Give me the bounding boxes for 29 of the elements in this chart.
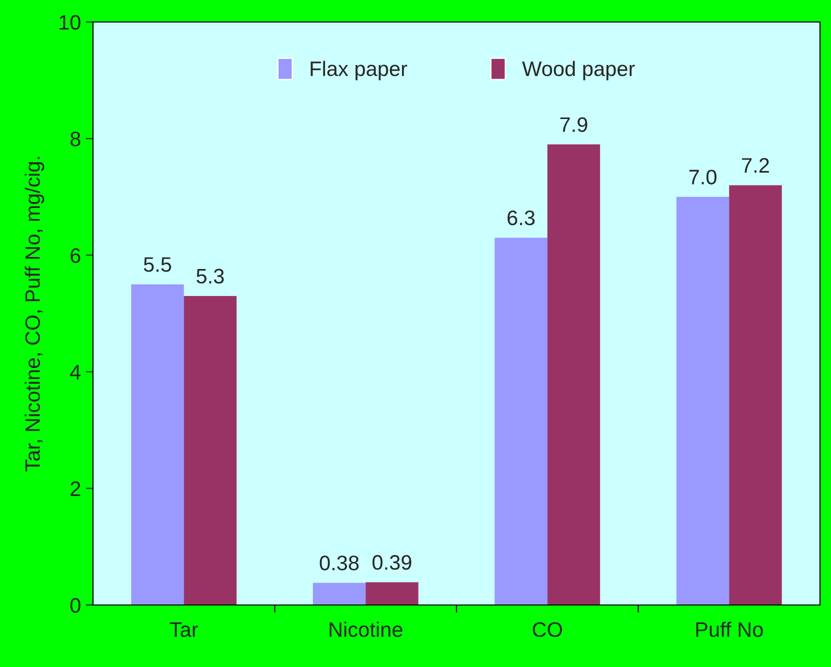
bar bbox=[366, 582, 418, 605]
y-tick-label: 4 bbox=[70, 365, 81, 380]
bar bbox=[494, 238, 548, 605]
data-label: 5.5 bbox=[144, 257, 172, 272]
bar bbox=[312, 582, 366, 605]
x-tick-label: CO bbox=[532, 622, 562, 637]
legend-label: Wood paper bbox=[522, 60, 635, 80]
bar bbox=[547, 144, 600, 605]
y-axis-title: Tar, Nicotine, CO, Puff No, mg/cig. bbox=[24, 156, 44, 472]
bar bbox=[184, 296, 237, 605]
data-label: 5.3 bbox=[196, 268, 224, 284]
data-label: 7.0 bbox=[689, 170, 716, 184]
data-label: 0.39 bbox=[372, 555, 412, 570]
data-label: 6.3 bbox=[508, 210, 535, 226]
bar bbox=[676, 196, 730, 605]
data-label: 7.2 bbox=[742, 158, 769, 173]
x-tick-label: Puff No bbox=[696, 622, 763, 637]
data-label: 0.38 bbox=[320, 556, 359, 570]
data-label: 7.9 bbox=[560, 117, 588, 132]
bar bbox=[729, 185, 782, 605]
y-tick-label: 6 bbox=[70, 248, 80, 263]
y-tick-label: 10 bbox=[60, 15, 80, 30]
y-tick-label: 2 bbox=[70, 481, 80, 496]
bar bbox=[131, 284, 184, 605]
y-tick-label: 8 bbox=[70, 132, 80, 146]
legend-label: Flax paper bbox=[310, 60, 408, 80]
y-tick-label: 0 bbox=[70, 598, 80, 613]
x-tick-label: Tar bbox=[170, 622, 198, 637]
x-tick-label: Nicotine bbox=[330, 622, 402, 637]
